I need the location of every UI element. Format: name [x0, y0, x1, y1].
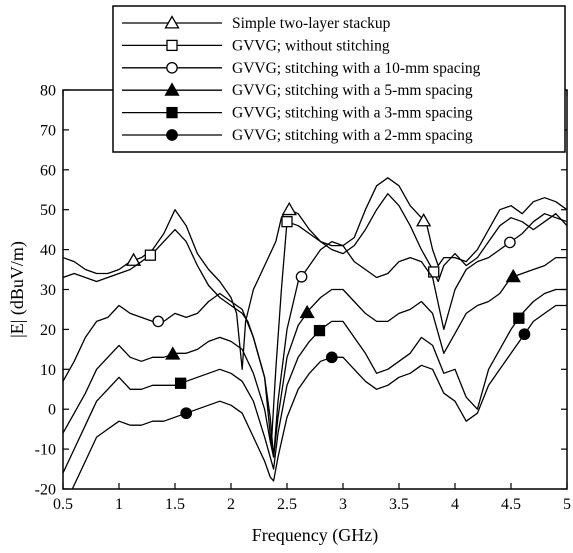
- series-5-marker-1: [174, 377, 187, 389]
- legend-marker: [166, 106, 178, 119]
- y-tick-label: 30: [40, 282, 56, 299]
- series-6-marker-2: [325, 351, 338, 364]
- legend-marker: [166, 129, 178, 141]
- series-1-marker-3: [416, 213, 432, 227]
- y-tick-label: 60: [40, 162, 56, 179]
- series-3-marker-3: [504, 236, 516, 249]
- legend-marker: [166, 39, 178, 52]
- legend-item: GVVG; stitching with a 5-mm spacing: [122, 82, 473, 99]
- y-tick-label: 80: [40, 83, 56, 100]
- series-5-marker-3: [513, 312, 525, 324]
- x-axis-title: Frequency (GHz): [252, 525, 378, 546]
- series-6-marker-3: [518, 328, 531, 341]
- series-1-line: [63, 177, 567, 370]
- series-1-marker-1: [125, 252, 142, 266]
- y-tick-label: 70: [40, 122, 56, 139]
- legend-item: GVVG; stitching with a 3-mm spacing: [122, 105, 473, 122]
- legend-item: GVVG; stitching with a 2-mm spacing: [122, 127, 473, 144]
- series-5: [63, 288, 567, 474]
- series-2-marker-1: [144, 249, 157, 261]
- series-4-marker-3: [505, 268, 521, 283]
- x-tick-label: 4: [451, 496, 459, 513]
- y-tick-label: 0: [48, 402, 56, 419]
- y-axis-title: |E| (dBuV/m): [7, 241, 28, 338]
- x-tick-label: 1: [115, 496, 123, 513]
- legend-label: GVVG; stitching with a 5-mm spacing: [232, 82, 473, 99]
- series-3: [63, 213, 567, 458]
- y-tick-label: -10: [35, 442, 56, 459]
- x-tick-label: 1.5: [165, 496, 185, 513]
- legend-label: GVVG; stitching with a 2-mm spacing: [232, 127, 473, 144]
- legend-marker: [166, 61, 178, 74]
- series-4-marker-1: [165, 346, 181, 360]
- legend-item: Simple two-layer stackup: [122, 15, 391, 32]
- legend-label: GVVG; stitching with a 10-mm spacing: [232, 60, 481, 77]
- legend-item: GVVG; without stitching: [122, 37, 390, 54]
- legend-item: GVVG; stitching with a 10-mm spacing: [122, 60, 481, 77]
- series-6: [71, 304, 567, 489]
- y-tick-label: 40: [40, 242, 56, 259]
- series-6-line: [71, 304, 567, 489]
- x-tick-label: 3: [339, 496, 347, 513]
- series-1: [63, 177, 567, 370]
- legend-box: [112, 5, 566, 153]
- x-tick-label: 2.5: [277, 496, 297, 513]
- y-tick-label: 50: [40, 202, 56, 219]
- series-2-line: [63, 193, 567, 446]
- series-4-marker-2: [299, 304, 315, 319]
- series-2-marker-3: [428, 266, 440, 278]
- series-2-marker-2: [281, 216, 293, 228]
- x-tick-label: 0.5: [53, 496, 73, 513]
- series-2: [63, 193, 567, 446]
- y-tick-label: 10: [40, 362, 56, 379]
- series-4-line: [63, 256, 567, 458]
- y-tick-label: 20: [40, 322, 56, 339]
- legend: Simple two-layer stackup GVVG; without st…: [112, 5, 566, 153]
- series-4: [63, 256, 567, 458]
- y-tick-label: -20: [35, 482, 56, 499]
- legend-marker: [164, 82, 180, 96]
- series-5-marker-2: [313, 324, 326, 337]
- legend-label: GVVG; stitching with a 3-mm spacing: [232, 105, 473, 122]
- series-3-marker-2: [295, 270, 308, 283]
- legend-label: GVVG; without stitching: [232, 37, 390, 54]
- series-6-marker-1: [180, 407, 193, 420]
- legend-label: Simple two-layer stackup: [232, 15, 391, 32]
- legend-marker: [164, 15, 180, 29]
- x-tick-label: 5: [563, 496, 571, 513]
- x-tick-label: 3.5: [389, 496, 409, 513]
- series-1-marker-2: [281, 201, 297, 216]
- series-3-marker-1: [152, 315, 165, 328]
- x-tick-label: 2: [227, 496, 235, 513]
- x-tick-label: 4.5: [501, 496, 521, 513]
- axis-ticks: 0.5 1 1.5 2 2.5 3 3.5 4 4.5 5 80 70 60 50 40 30 20 10 0 -10…: [35, 83, 571, 514]
- series-layer: [63, 177, 567, 489]
- series-5-line: [63, 288, 567, 474]
